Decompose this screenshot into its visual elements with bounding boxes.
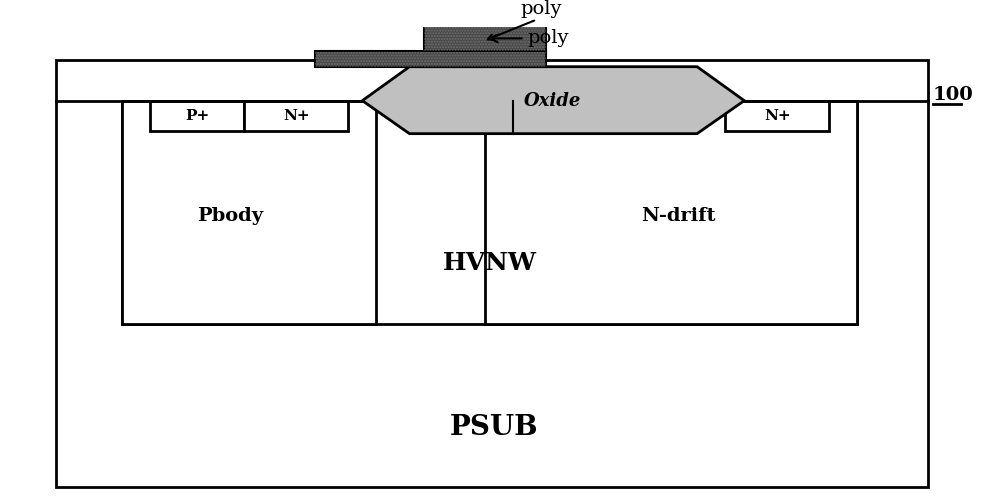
Text: Pbody: Pbody	[197, 206, 263, 224]
Text: poly: poly	[490, 30, 569, 48]
Polygon shape	[150, 100, 244, 131]
Polygon shape	[56, 60, 928, 488]
Polygon shape	[122, 100, 376, 324]
Polygon shape	[244, 100, 348, 131]
Text: Oxide: Oxide	[524, 92, 582, 110]
Polygon shape	[362, 66, 744, 134]
Text: N+: N+	[283, 108, 310, 122]
Text: N-drift: N-drift	[641, 206, 715, 224]
Text: P+: P+	[185, 108, 209, 122]
Polygon shape	[122, 100, 857, 324]
Text: N+: N+	[764, 108, 791, 122]
Text: PSUB: PSUB	[450, 414, 539, 442]
Text: 100: 100	[933, 86, 974, 104]
Polygon shape	[725, 100, 829, 131]
Polygon shape	[424, 25, 546, 50]
Polygon shape	[315, 50, 546, 66]
Polygon shape	[485, 100, 857, 324]
Text: HVNW: HVNW	[443, 251, 537, 275]
Text: poly: poly	[521, 0, 562, 18]
